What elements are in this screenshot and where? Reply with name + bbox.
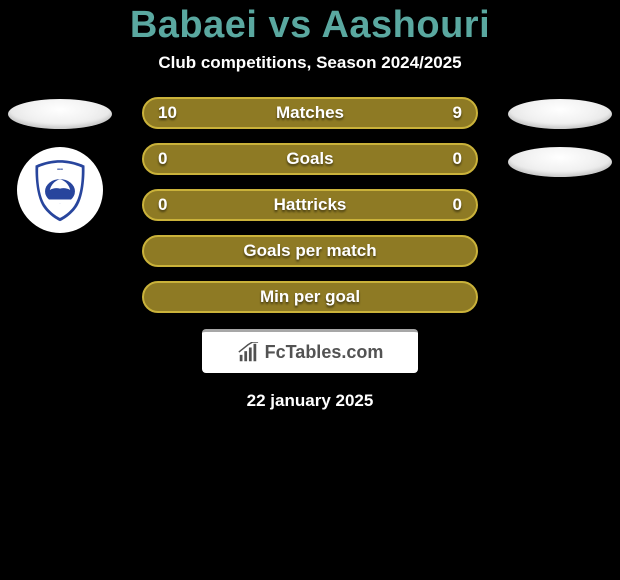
page-subtitle: Club competitions, Season 2024/2025 — [158, 53, 461, 73]
player-right-placeholder — [508, 99, 612, 129]
chart-icon — [237, 342, 259, 364]
svg-text:•••: ••• — [57, 167, 63, 173]
stat-left-value: 10 — [158, 103, 177, 123]
shield-icon: ••• — [26, 156, 94, 224]
stats-bars: 10 Matches 9 0 Goals 0 0 Hattricks 0 Goa… — [120, 97, 500, 313]
player-left-placeholder — [8, 99, 112, 129]
team-badge-left: ••• — [17, 147, 103, 233]
stat-label: Matches — [144, 103, 476, 123]
brand-label: FcTables.com — [265, 342, 384, 363]
stat-left-value: 0 — [158, 195, 167, 215]
brand-box: FcTables.com — [202, 329, 418, 373]
left-column: ••• — [0, 97, 120, 233]
stat-right-value: 0 — [453, 195, 462, 215]
stat-label: Min per goal — [144, 287, 476, 307]
stat-label: Goals — [144, 149, 476, 169]
stat-right-value: 9 — [453, 103, 462, 123]
page-title: Babaei vs Aashouri — [130, 4, 490, 47]
date-label: 22 january 2025 — [247, 391, 374, 411]
stat-right-value: 0 — [453, 149, 462, 169]
stat-left-value: 0 — [158, 149, 167, 169]
stat-label: Hattricks — [144, 195, 476, 215]
stat-row-goals-per-match: Goals per match — [142, 235, 478, 267]
columns: ••• 10 Matches 9 0 Goals 0 0 Hattricks 0 — [0, 97, 620, 313]
stat-row-goals: 0 Goals 0 — [142, 143, 478, 175]
stat-row-min-per-goal: Min per goal — [142, 281, 478, 313]
content-wrapper: Babaei vs Aashouri Club competitions, Se… — [0, 0, 620, 411]
stat-row-matches: 10 Matches 9 — [142, 97, 478, 129]
right-column — [500, 97, 620, 177]
stat-label: Goals per match — [144, 241, 476, 261]
stat-row-hattricks: 0 Hattricks 0 — [142, 189, 478, 221]
team-right-placeholder — [508, 147, 612, 177]
